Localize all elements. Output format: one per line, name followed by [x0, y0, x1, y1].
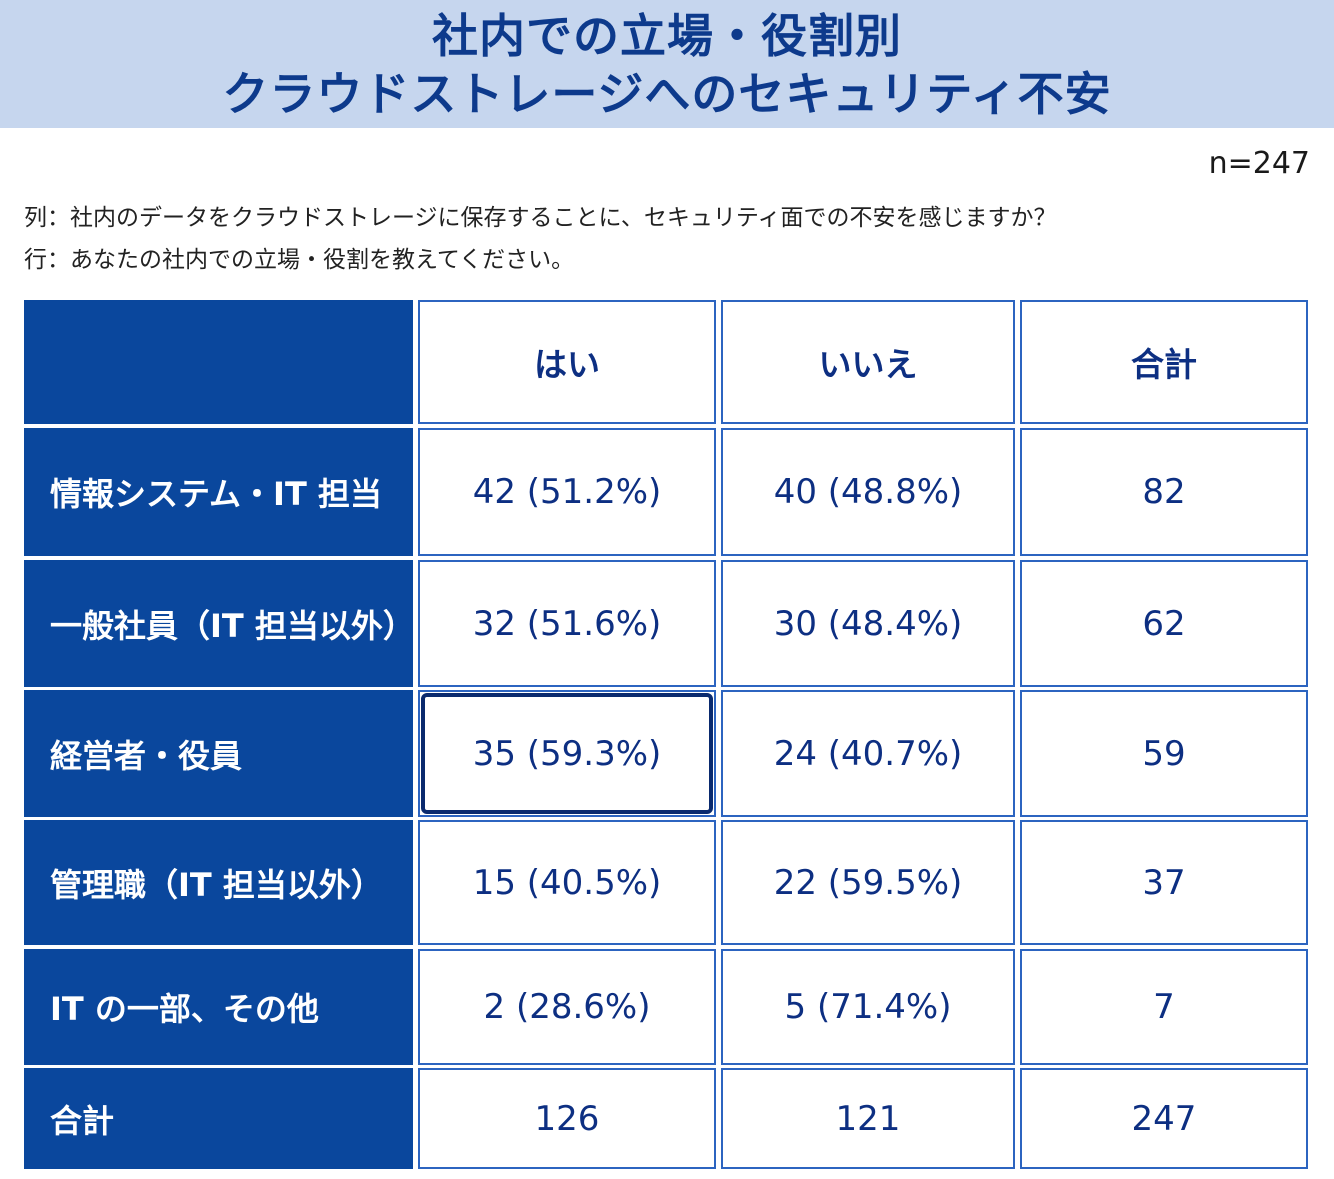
row-header-1: 情報システム・IT 担当 [24, 428, 413, 556]
row-header-6: 合計 [24, 1068, 413, 1169]
table-cell-r1-c2: 40 (48.8%) [721, 428, 1015, 556]
row-question-text: 行：あなたの社内での立場・役割を教えてください。 [24, 247, 575, 273]
table-cell-r2-c2: 30 (48.4%) [721, 560, 1015, 687]
table-cell-r3-c3: 59 [1020, 690, 1308, 817]
table-cell-r1-c3: 82 [1020, 428, 1308, 556]
corner-header-cell [24, 300, 413, 424]
column-question-text: 列：社内のデータをクラウドストレージに保存することに、セキュリティ面での不安を感… [24, 205, 1057, 231]
table-cell-r4-c2: 22 (59.5%) [721, 820, 1015, 945]
row-header-3: 経営者・役員 [24, 690, 413, 817]
table-cell-r6-c3: 247 [1020, 1068, 1308, 1169]
table-cell-r5-c3: 7 [1020, 949, 1308, 1065]
table-cell-r4-c1: 15 (40.5%) [418, 820, 716, 945]
table-cell-r5-c1: 2 (28.6%) [418, 949, 716, 1065]
table-cell-r2-c1: 32 (51.6%) [418, 560, 716, 687]
table-cell-r6-c1: 126 [418, 1068, 716, 1169]
table-cell-r3-c1: 35 (59.3%) [418, 690, 716, 817]
table-cell-r3-c2: 24 (40.7%) [721, 690, 1015, 817]
column-header-2: いいえ [721, 300, 1015, 424]
table-cell-r2-c3: 62 [1020, 560, 1308, 687]
table-cell-r6-c2: 121 [721, 1068, 1015, 1169]
chart-title-line-2: クラウドストレージへのセキュリティ不安 [222, 67, 1112, 121]
sample-size-label: n=247 [1208, 146, 1310, 181]
title-band: 社内での立場・役割別 クラウドストレージへのセキュリティ不安 [0, 0, 1334, 128]
row-header-4: 管理職（IT 担当以外） [24, 820, 413, 945]
column-header-1: はい [418, 300, 716, 424]
table-cell-r1-c1: 42 (51.2%) [418, 428, 716, 556]
chart-title-line-1: 社内での立場・役割別 [432, 9, 902, 63]
row-header-5: IT の一部、その他 [24, 949, 413, 1065]
column-header-3: 合計 [1020, 300, 1308, 424]
table-cell-r5-c2: 5 (71.4%) [721, 949, 1015, 1065]
table-cell-r4-c3: 37 [1020, 820, 1308, 945]
row-header-2: 一般社員（IT 担当以外） [24, 560, 415, 687]
